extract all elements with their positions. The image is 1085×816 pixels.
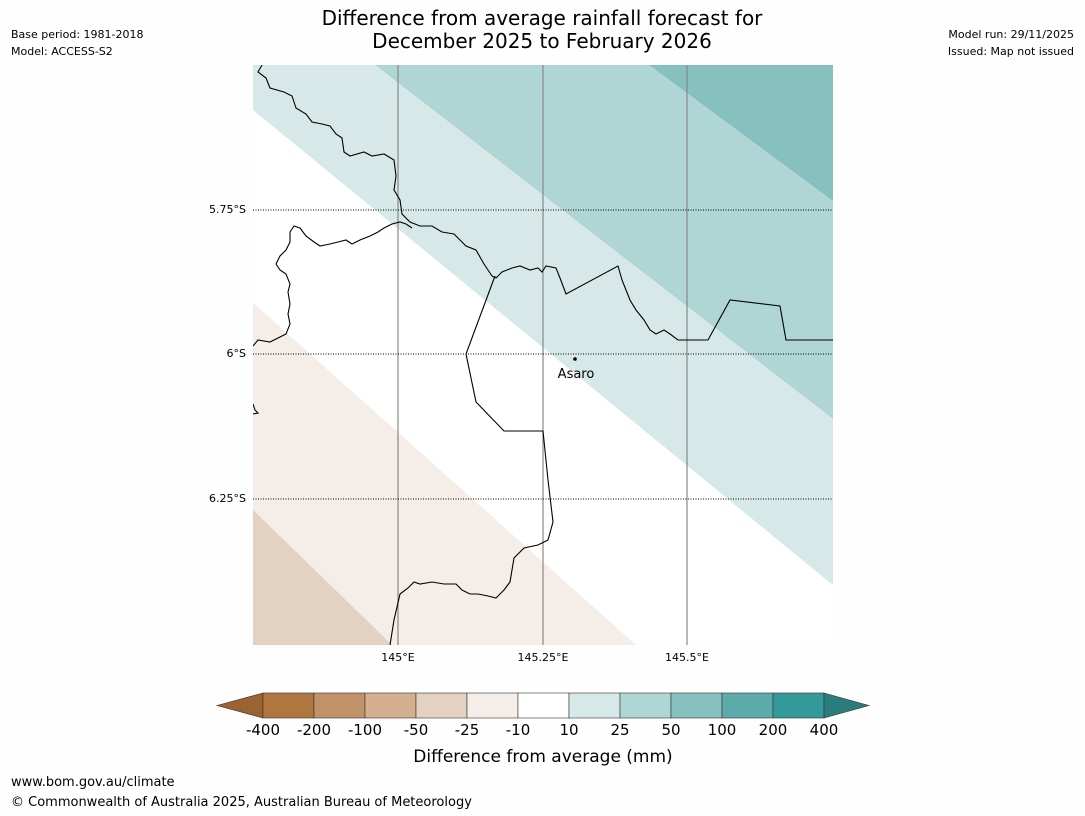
colorbar-cell <box>670 692 723 719</box>
colorbar-tick-label: 400 <box>810 721 839 739</box>
colorbar-tick-label: -25 <box>455 721 480 739</box>
boundary-north <box>257 65 833 341</box>
province-boundaries <box>253 65 833 645</box>
boundary-west-fragment <box>253 403 260 415</box>
colorbar-cell <box>313 692 366 719</box>
asaro-marker <box>573 357 577 361</box>
model-run-text: Model run: 29/11/2025 <box>948 28 1074 41</box>
map-panel <box>253 65 833 645</box>
colorbar-low-extension <box>215 692 264 719</box>
colorbar-cell <box>568 692 621 719</box>
model-text: Model: ACCESS-S2 <box>11 45 113 58</box>
colorbar-cell <box>415 692 468 719</box>
title-line-1: Difference from average rainfall forecas… <box>321 6 763 30</box>
band-minus25-to-minus50 <box>253 510 392 645</box>
colorbar-cell <box>721 692 774 719</box>
lon-label-145-25: 145.25°E <box>518 651 569 664</box>
copyright-text: © Commonwealth of Australia 2025, Austra… <box>11 795 472 810</box>
colorbar-tick-label: -10 <box>506 721 531 739</box>
header-meta-right: Model run: 29/11/2025 Issued: Map not is… <box>948 26 1074 60</box>
boundary-central <box>389 275 554 645</box>
website-text: www.bom.gov.au/climate <box>11 775 175 790</box>
colorbar-title: Difference from average (mm) <box>413 747 672 767</box>
colorbar-ticks: -400 -200 -100 -50 -25 -10 10 25 50 100 200 400 <box>246 721 838 739</box>
lat-label-6: 6°S <box>227 347 246 360</box>
colorbar-cell <box>364 692 417 719</box>
band-minus10-to-minus25 <box>253 303 636 645</box>
colorbar-tick-label: 100 <box>708 721 737 739</box>
colorbar-tick-label: -50 <box>404 721 429 739</box>
colorbar-cell <box>262 692 315 719</box>
colorbar-cells <box>262 692 825 719</box>
colorbar-cell <box>619 692 672 719</box>
boundary-west <box>253 221 413 347</box>
band-50-to-100 <box>649 65 833 201</box>
band-25-to-50 <box>375 65 833 419</box>
base-period-text: Base period: 1981-2018 <box>11 28 144 41</box>
lat-label-5-75: 5.75°S <box>209 203 246 216</box>
title-line-2: December 2025 to February 2026 <box>372 29 712 53</box>
colorbar-tick-label: -400 <box>246 721 280 739</box>
map-title: Difference from average rainfall forecas… <box>242 7 842 53</box>
colorbar-tick-label: -200 <box>297 721 331 739</box>
colorbar-cell <box>466 692 519 719</box>
colorbar-cell <box>772 692 825 719</box>
issued-text: Issued: Map not issued <box>947 45 1074 58</box>
colorbar-tick-label: 10 <box>559 721 578 739</box>
asaro-label: Asaro <box>558 367 595 382</box>
colorbar: -400 -200 -100 -50 -25 -10 10 25 50 100 200 400 Dif… <box>215 692 871 767</box>
colorbar-tick-label: 50 <box>661 721 680 739</box>
colorbar-high-extension <box>823 692 871 719</box>
colorbar-tick-label: -100 <box>348 721 382 739</box>
colorbar-tick-label: 200 <box>759 721 788 739</box>
header-meta-left: Base period: 1981-2018 Model: ACCESS-S2 <box>11 26 143 60</box>
colorbar-tick-label: 25 <box>610 721 629 739</box>
colorbar-cell <box>517 692 570 719</box>
lat-label-6-25: 6.25°S <box>209 492 246 505</box>
lon-label-145: 145°E <box>381 651 414 664</box>
lon-label-145-5: 145.5°E <box>665 651 709 664</box>
